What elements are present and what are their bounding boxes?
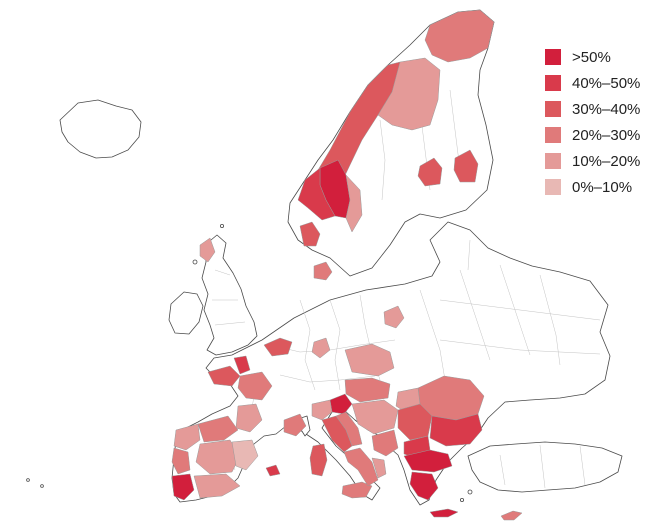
region-norway-central-2 — [297, 167, 336, 221]
sardinia-outline — [309, 443, 328, 477]
region-france-south — [283, 413, 307, 437]
region-benelux — [263, 337, 293, 357]
region-andalusia — [193, 473, 241, 499]
region-france-southwest — [235, 403, 263, 433]
island-azores-2 — [40, 484, 44, 488]
region-spain-east — [231, 439, 259, 471]
region-greece-north — [403, 449, 453, 473]
region-portugal-south — [171, 473, 195, 501]
legend-label: >50% — [572, 48, 611, 66]
legend-swatch — [545, 179, 561, 195]
region-greece-south — [409, 471, 439, 501]
region-normandy — [233, 355, 251, 375]
region-norrbotten — [377, 57, 441, 131]
legend-label: 40%–50% — [572, 74, 641, 92]
island-hebrides — [192, 259, 198, 265]
region-germany-east — [311, 337, 331, 359]
shaded-regions — [171, 9, 495, 518]
region-poland-east — [383, 305, 405, 329]
legend-swatch — [545, 153, 561, 169]
legend-swatch — [545, 49, 561, 65]
region-france-west — [237, 371, 273, 401]
region-finnmark — [424, 9, 495, 63]
region-italy-south — [343, 447, 379, 487]
region-italy-north — [311, 399, 333, 421]
iceland-outline — [59, 99, 142, 159]
turkey-outline — [467, 441, 623, 493]
legend-item-0-10: 0%–10% — [545, 174, 645, 200]
legend-label: 10%–20% — [572, 152, 641, 170]
legend-swatch — [545, 127, 561, 143]
island-azores-1 — [26, 478, 30, 482]
island-aegean-1 — [467, 489, 473, 495]
cyprus-outline — [500, 510, 523, 521]
region-norway-east — [345, 174, 363, 233]
region-austria-hungary — [344, 377, 391, 403]
legend-swatch — [545, 101, 561, 117]
region-portugal-north — [171, 447, 191, 475]
sicily-outline — [341, 481, 373, 499]
legend-item-over-50: >50% — [545, 44, 645, 70]
region-italy-adriatic — [335, 411, 363, 447]
ireland-outline — [168, 291, 204, 335]
map-legend: >50% 40%–50% 30%–40% 20%–30% 10%–20% 0%–… — [545, 44, 645, 200]
legend-item-20-30: 20%–30% — [545, 122, 645, 148]
legend-swatch — [545, 75, 561, 91]
legend-item-10-20: 10%–20% — [545, 148, 645, 174]
region-serbia-croatia — [351, 399, 399, 435]
small-islands — [26, 223, 473, 502]
region-crete — [429, 508, 459, 518]
legend-item-40-50: 40%–50% — [545, 70, 645, 96]
island-aegean-2 — [459, 497, 464, 502]
region-finland-west — [417, 157, 443, 187]
region-czech — [344, 343, 395, 377]
region-brittany — [207, 365, 241, 387]
region-bosnia — [371, 429, 399, 457]
region-scotland-west — [199, 237, 216, 263]
legend-label: 30%–40% — [572, 100, 641, 118]
region-balearics — [265, 464, 281, 477]
legend-label: 0%–10% — [572, 178, 633, 196]
legend-label: 20%–30% — [572, 126, 641, 144]
region-norway-south — [299, 221, 321, 247]
region-denmark — [313, 261, 333, 281]
region-spain-north — [197, 415, 239, 443]
legend-item-30-40: 30%–40% — [545, 96, 645, 122]
region-spain-northwest — [173, 423, 201, 451]
region-spain-central — [195, 439, 241, 475]
island-orkney — [219, 223, 224, 228]
region-italy-heel — [371, 457, 387, 479]
region-finland-east — [453, 149, 479, 183]
region-bulgaria — [429, 413, 483, 447]
